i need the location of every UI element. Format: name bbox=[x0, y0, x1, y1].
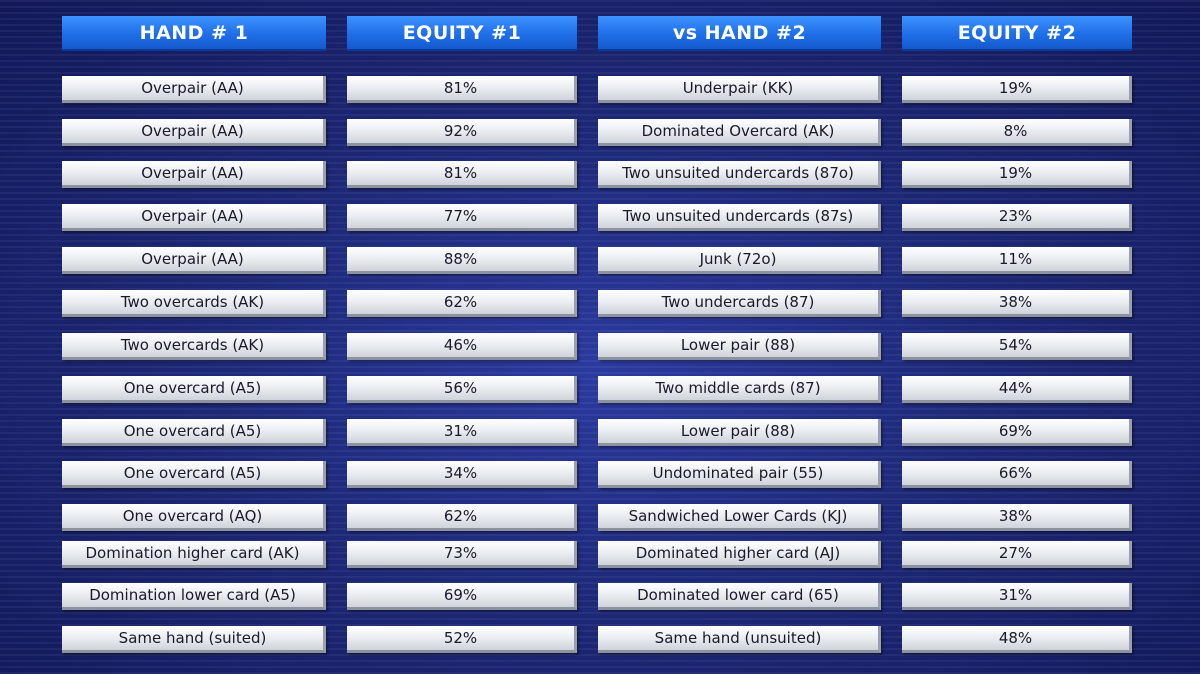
equity-cell: 66% bbox=[902, 461, 1132, 488]
equity-cell: 19% bbox=[902, 76, 1132, 103]
equity-cell: 34% bbox=[347, 461, 577, 488]
hand-cell: One overcard (A5) bbox=[62, 419, 326, 446]
column-header: HAND # 1 bbox=[62, 16, 326, 51]
hand-cell: One overcard (AQ) bbox=[62, 504, 326, 531]
hand-cell: Lower pair (88) bbox=[598, 333, 881, 360]
equity-cell: 46% bbox=[347, 333, 577, 360]
hand-cell: One overcard (A5) bbox=[62, 461, 326, 488]
equity-cell: 52% bbox=[347, 626, 577, 653]
hand-cell: Junk (72o) bbox=[598, 247, 881, 274]
hand-cell: Two unsuited undercards (87s) bbox=[598, 204, 881, 231]
equity-cell: 38% bbox=[902, 290, 1132, 317]
column-header: vs HAND #2 bbox=[598, 16, 881, 51]
hand-cell: Overpair (AA) bbox=[62, 204, 326, 231]
hand-cell: Lower pair (88) bbox=[598, 419, 881, 446]
hand-cell: Same hand (suited) bbox=[62, 626, 326, 653]
hand-cell: Two undercards (87) bbox=[598, 290, 881, 317]
equity-cell: 23% bbox=[902, 204, 1132, 231]
hand-cell: Dominated Overcard (AK) bbox=[598, 119, 881, 146]
equity-cell: 81% bbox=[347, 161, 577, 188]
hand-cell: Two unsuited undercards (87o) bbox=[598, 161, 881, 188]
hand-cell: Sandwiched Lower Cards (KJ) bbox=[598, 504, 881, 531]
equity-cell: 77% bbox=[347, 204, 577, 231]
equity-cell: 56% bbox=[347, 376, 577, 403]
hand-cell: Overpair (AA) bbox=[62, 161, 326, 188]
hand-cell: Overpair (AA) bbox=[62, 247, 326, 274]
column-header: EQUITY #1 bbox=[347, 16, 577, 51]
hand-cell: Dominated lower card (65) bbox=[598, 583, 881, 610]
equity-cell: 62% bbox=[347, 290, 577, 317]
equity-cell: 8% bbox=[902, 119, 1132, 146]
hand-cell: Overpair (AA) bbox=[62, 119, 326, 146]
equity-cell: 27% bbox=[902, 541, 1132, 568]
equity-cell: 62% bbox=[347, 504, 577, 531]
equity-cell: 69% bbox=[347, 583, 577, 610]
equity-cell: 81% bbox=[347, 76, 577, 103]
equity-cell: 48% bbox=[902, 626, 1132, 653]
equity-cell: 92% bbox=[347, 119, 577, 146]
hand-cell: Two middle cards (87) bbox=[598, 376, 881, 403]
equity-cell: 31% bbox=[902, 583, 1132, 610]
equity-cell: 69% bbox=[902, 419, 1132, 446]
hand-cell: Underpair (KK) bbox=[598, 76, 881, 103]
hand-cell: Domination lower card (A5) bbox=[62, 583, 326, 610]
hand-cell: Same hand (unsuited) bbox=[598, 626, 881, 653]
column-header: EQUITY #2 bbox=[902, 16, 1132, 51]
hand-cell: Two overcards (AK) bbox=[62, 333, 326, 360]
equity-cell: 73% bbox=[347, 541, 577, 568]
equity-cell: 54% bbox=[902, 333, 1132, 360]
hand-cell: One overcard (A5) bbox=[62, 376, 326, 403]
hand-cell: Undominated pair (55) bbox=[598, 461, 881, 488]
hand-cell: Domination higher card (AK) bbox=[62, 541, 326, 568]
equity-cell: 38% bbox=[902, 504, 1132, 531]
hand-cell: Dominated higher card (AJ) bbox=[598, 541, 881, 568]
hand-cell: Overpair (AA) bbox=[62, 76, 326, 103]
equity-cell: 88% bbox=[347, 247, 577, 274]
equity-cell: 11% bbox=[902, 247, 1132, 274]
equity-cell: 31% bbox=[347, 419, 577, 446]
equity-cell: 19% bbox=[902, 161, 1132, 188]
equity-cell: 44% bbox=[902, 376, 1132, 403]
hand-cell: Two overcards (AK) bbox=[62, 290, 326, 317]
